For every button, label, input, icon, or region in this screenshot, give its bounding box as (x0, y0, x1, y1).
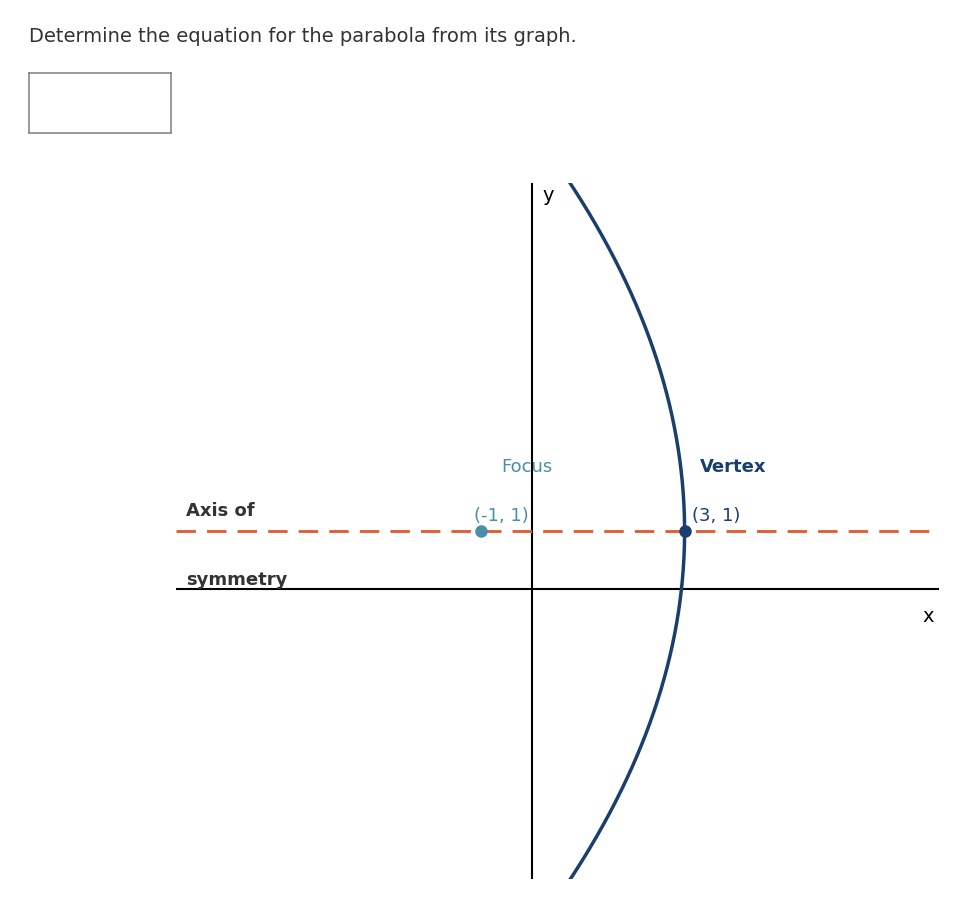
Text: symmetry: symmetry (186, 572, 287, 589)
Text: Axis of: Axis of (186, 502, 255, 519)
Text: x: x (921, 606, 933, 626)
Text: y: y (541, 186, 553, 205)
Text: Vertex: Vertex (700, 458, 766, 476)
Text: Determine the equation for the parabola from its graph.: Determine the equation for the parabola … (29, 27, 576, 47)
Text: (-1, 1): (-1, 1) (473, 507, 528, 526)
Text: Focus: Focus (501, 458, 552, 476)
Text: (3, 1): (3, 1) (692, 507, 740, 526)
